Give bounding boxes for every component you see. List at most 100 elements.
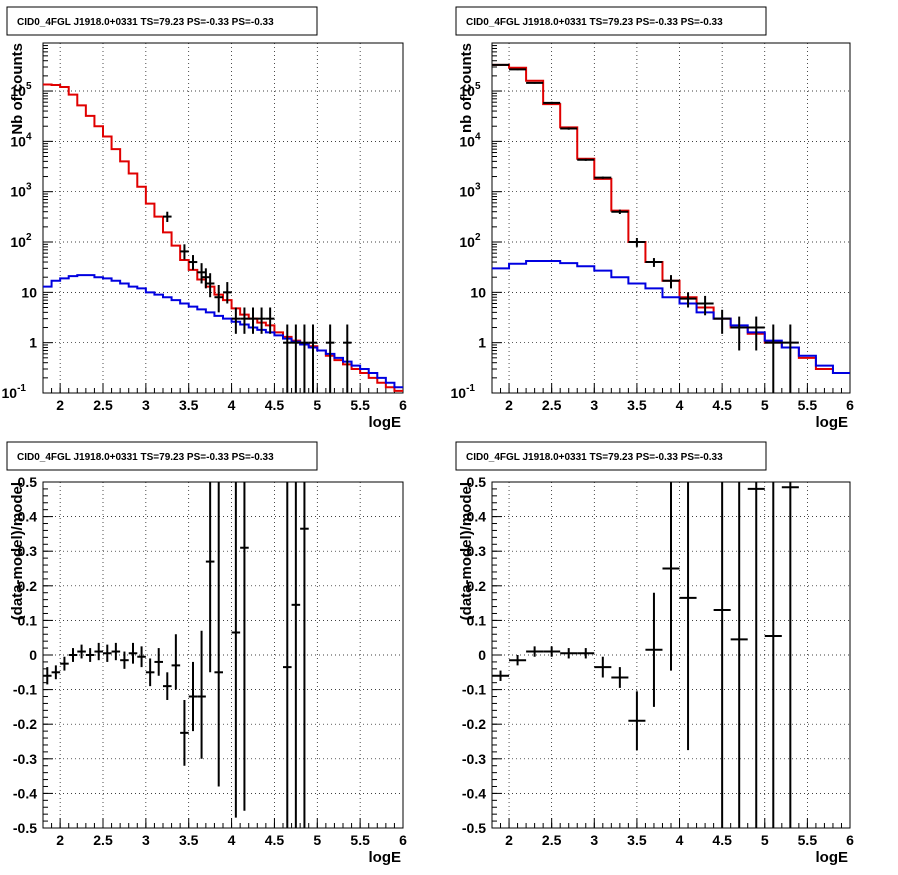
residual-point bbox=[214, 482, 223, 787]
y-axis-label: nb of counts bbox=[458, 43, 475, 133]
data-point bbox=[679, 292, 697, 308]
x-tick-label: 5 bbox=[761, 832, 769, 848]
residual-point bbox=[645, 592, 663, 707]
y-tick-label: 103 bbox=[459, 182, 481, 200]
residual-point bbox=[197, 630, 206, 759]
residual-point bbox=[137, 646, 146, 668]
x-tick-label: 2.5 bbox=[93, 832, 113, 848]
x-tick-label: 2 bbox=[56, 397, 64, 413]
residual-point bbox=[300, 482, 309, 828]
y-tick-label: 0.1 bbox=[467, 612, 487, 628]
residual-point bbox=[283, 482, 292, 828]
chart-title: CID0_4FGL J1918.0+0331 TS=79.23 PS=-0.33… bbox=[466, 452, 723, 463]
data-point bbox=[257, 307, 266, 334]
data-point bbox=[696, 295, 714, 316]
y-tick-label: -0.2 bbox=[462, 716, 486, 732]
y-tick-label: 102 bbox=[459, 232, 481, 250]
x-tick-label: 3 bbox=[142, 397, 150, 413]
chart-title-box bbox=[6, 441, 318, 471]
data-point bbox=[265, 307, 275, 334]
data-point bbox=[764, 324, 782, 393]
y-tick-label: 104 bbox=[10, 131, 32, 149]
data-point bbox=[628, 238, 646, 247]
data-point bbox=[343, 324, 352, 393]
residual-point bbox=[145, 658, 155, 687]
residual-point bbox=[611, 667, 629, 688]
residual-point bbox=[764, 482, 782, 828]
data-point bbox=[223, 282, 232, 304]
x-tick-label: 6 bbox=[846, 832, 854, 848]
y-tick-label: 0 bbox=[29, 647, 37, 663]
residual-point bbox=[291, 482, 301, 828]
residual-point bbox=[154, 648, 163, 676]
data-point bbox=[713, 309, 731, 334]
chart-title-box bbox=[455, 441, 767, 471]
chart-title: CID0_4FGL J1918.0+0331 TS=79.23 PS=-0.33… bbox=[17, 452, 274, 463]
residual-point bbox=[85, 648, 95, 662]
x-tick-label: 2.5 bbox=[542, 397, 562, 413]
x-tick-label: 4.5 bbox=[265, 397, 285, 413]
y-tick-label: -0.2 bbox=[13, 716, 37, 732]
y-tick-label: 10-1 bbox=[2, 383, 27, 401]
data-point bbox=[594, 176, 612, 179]
residual-point bbox=[560, 648, 578, 659]
residual-point bbox=[43, 667, 52, 685]
y-tick-label: -0.4 bbox=[462, 785, 486, 801]
y-tick-label: 0 bbox=[478, 647, 486, 663]
data-point bbox=[645, 258, 663, 267]
x-tick-label: 3.5 bbox=[627, 397, 647, 413]
y-tick-label: 104 bbox=[459, 131, 481, 149]
data-point bbox=[201, 268, 211, 289]
source-model-curve bbox=[43, 274, 403, 389]
x-tick-label: 4 bbox=[676, 832, 684, 848]
y-tick-label: -0.1 bbox=[13, 682, 37, 698]
y-tick-label: 0.3 bbox=[18, 543, 38, 559]
x-tick-label: 3 bbox=[590, 832, 598, 848]
data-point bbox=[188, 255, 198, 270]
y-tick-label: 103 bbox=[10, 182, 32, 200]
data-point bbox=[291, 324, 301, 393]
residual-point bbox=[231, 482, 241, 818]
residual-point bbox=[120, 651, 129, 669]
residual-point bbox=[60, 656, 69, 671]
residual-point bbox=[240, 482, 249, 811]
x-axis-label: logE bbox=[816, 414, 849, 431]
y-tick-label: 102 bbox=[10, 232, 32, 250]
x-tick-label: 6 bbox=[399, 832, 407, 848]
y-tick-label: -0.3 bbox=[462, 751, 486, 767]
residual-point bbox=[103, 644, 112, 662]
x-axis-label: logE bbox=[369, 849, 402, 866]
data-point bbox=[526, 81, 544, 84]
data-point bbox=[308, 324, 318, 393]
data-point bbox=[747, 316, 765, 351]
x-tick-label: 4.5 bbox=[265, 832, 285, 848]
y-tick-label: 105 bbox=[459, 81, 481, 99]
residual-point bbox=[730, 482, 748, 828]
y-tick-label: -0.4 bbox=[13, 785, 37, 801]
x-tick-label: 4.5 bbox=[712, 397, 732, 413]
residual-point bbox=[68, 648, 78, 662]
data-point bbox=[509, 68, 527, 71]
y-tick-label: 0.4 bbox=[467, 509, 487, 525]
data-point bbox=[205, 273, 215, 298]
chart-panel-1: CID0_4FGL J1918.0+0331 TS=79.23 PS=-0.33… bbox=[2, 6, 407, 431]
y-tick-label: 0.5 bbox=[467, 474, 487, 490]
y-axis-label: Nb of counts bbox=[9, 43, 26, 135]
x-tick-label: 5 bbox=[313, 832, 321, 848]
plot-frame bbox=[42, 42, 404, 394]
total-model-curve bbox=[43, 83, 403, 392]
x-axis-label: logE bbox=[816, 849, 849, 866]
x-tick-label: 4 bbox=[228, 397, 236, 413]
y-tick-label: 105 bbox=[10, 81, 32, 99]
residual-point bbox=[163, 672, 172, 700]
x-tick-label: 4 bbox=[228, 832, 236, 848]
x-tick-label: 2 bbox=[56, 832, 64, 848]
residual-point bbox=[662, 482, 680, 671]
residual-point bbox=[111, 642, 121, 661]
x-tick-label: 2 bbox=[505, 397, 513, 413]
data-point bbox=[240, 307, 249, 334]
residual-point bbox=[180, 699, 189, 766]
x-tick-label: 5 bbox=[313, 397, 321, 413]
chart-panel-3: CID0_4FGL J1918.0+0331 TS=79.23 PS=-0.33… bbox=[6, 441, 407, 866]
